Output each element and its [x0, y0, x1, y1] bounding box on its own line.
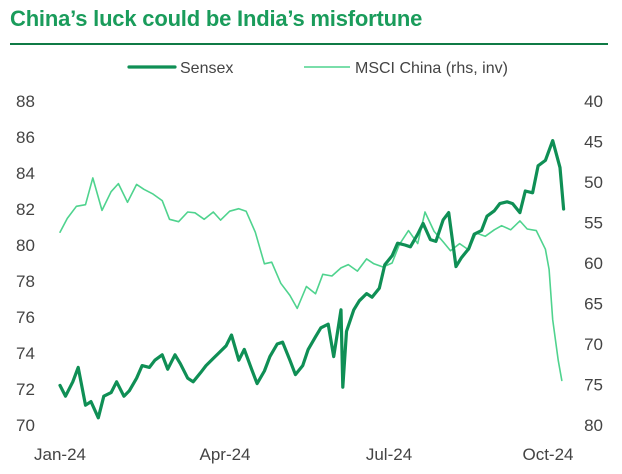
- left-tick-label: 70: [16, 416, 35, 435]
- left-tick-label: 86: [16, 128, 35, 147]
- x-axis: Jan-24 Apr-24 Jul-24 Oct-24: [34, 445, 574, 464]
- legend-label-msci-china: MSCI China (rhs, inv): [355, 60, 508, 77]
- right-tick-label: 60: [584, 254, 603, 273]
- right-tick-label: 55: [584, 214, 603, 233]
- left-tick-label: 76: [16, 308, 35, 327]
- right-axis: 40 45 50 55 60 65 70 75 80: [584, 92, 603, 435]
- left-tick-label: 80: [16, 236, 35, 255]
- series-line-sensex: [58, 139, 566, 420]
- left-tick-label: 82: [16, 200, 35, 219]
- right-tick-label: 45: [584, 133, 603, 152]
- x-tick-label: Oct-24: [522, 445, 573, 464]
- plot-area: [58, 139, 566, 420]
- x-tick-label: Jan-24: [34, 445, 86, 464]
- left-axis: 70 72 74 76 78 80 82 84 86 88: [16, 92, 35, 435]
- left-tick-label: 78: [16, 272, 35, 291]
- legend: Sensex MSCI China (rhs, inv): [127, 60, 508, 77]
- right-tick-label: 75: [584, 376, 603, 395]
- right-tick-label: 50: [584, 173, 603, 192]
- right-tick-label: 65: [584, 295, 603, 314]
- left-tick-label: 72: [16, 380, 35, 399]
- legend-label-sensex: Sensex: [180, 60, 233, 77]
- x-tick-label: Jul-24: [366, 445, 412, 464]
- right-tick-label: 80: [584, 416, 603, 435]
- left-tick-label: 74: [16, 344, 35, 363]
- series-line-msci-china: [59, 177, 563, 382]
- left-tick-label: 84: [16, 164, 35, 183]
- chart-title: China’s luck could be India’s misfortune: [10, 6, 423, 31]
- title-rule: [10, 43, 608, 45]
- right-tick-label: 40: [584, 92, 603, 111]
- right-tick-label: 70: [584, 335, 603, 354]
- x-tick-label: Apr-24: [199, 445, 250, 464]
- left-tick-label: 88: [16, 92, 35, 111]
